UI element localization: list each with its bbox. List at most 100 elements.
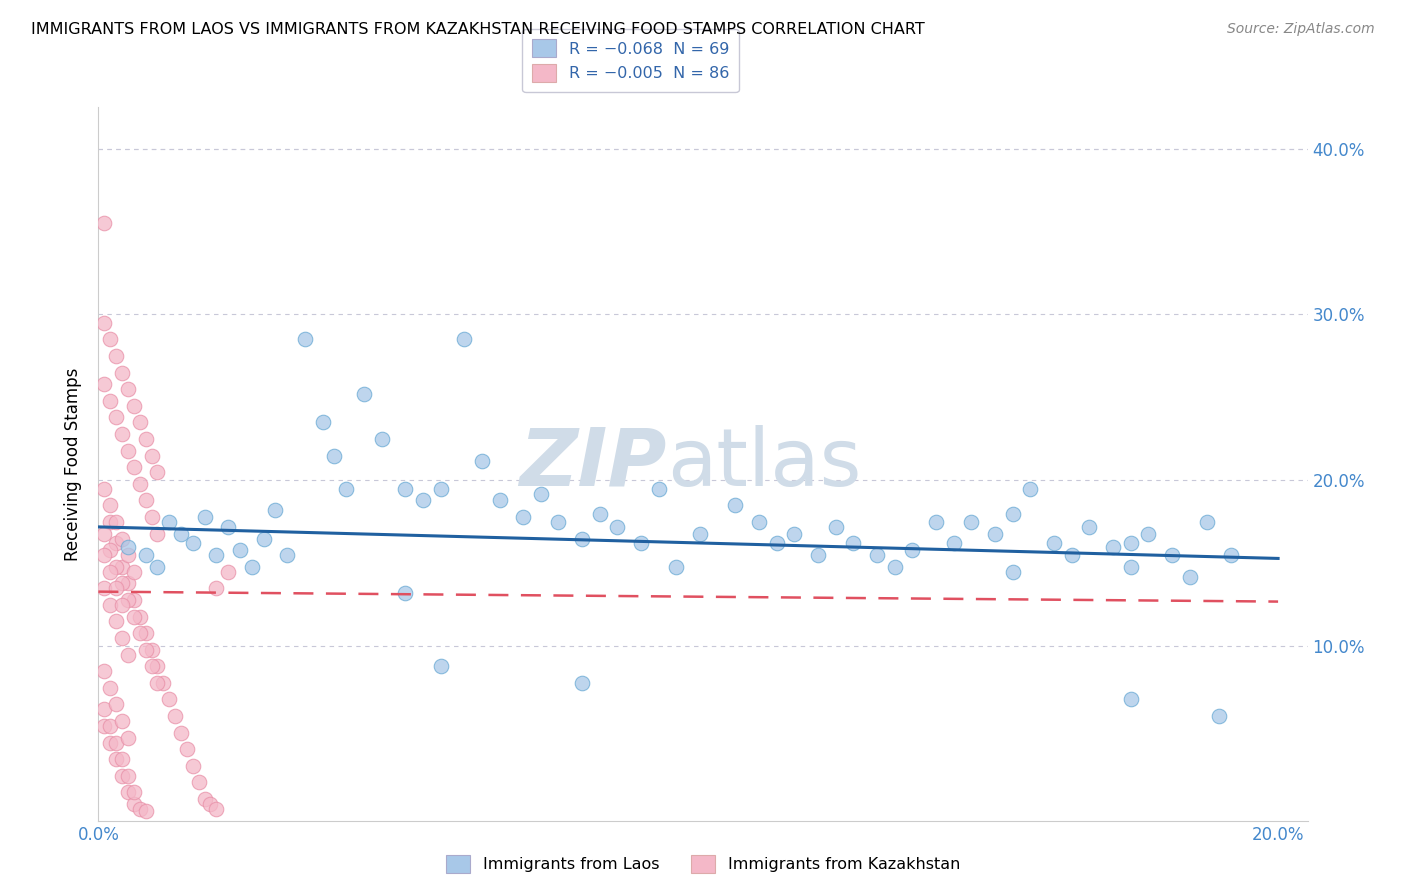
- Point: [122, 399, 145, 413]
- Point: [170, 725, 193, 739]
- Point: [98, 719, 121, 733]
- Point: [122, 609, 145, 624]
- Point: [122, 565, 145, 579]
- Point: [294, 332, 316, 346]
- Point: [807, 548, 830, 562]
- Point: [98, 332, 121, 346]
- Point: [122, 797, 145, 811]
- Point: [157, 515, 180, 529]
- Point: [512, 510, 534, 524]
- Point: [111, 752, 134, 766]
- Point: [229, 543, 252, 558]
- Point: [205, 548, 228, 562]
- Point: [866, 548, 889, 562]
- Point: [176, 742, 198, 756]
- Point: [117, 731, 139, 745]
- Point: [648, 482, 671, 496]
- Point: [181, 759, 204, 773]
- Point: [135, 548, 157, 562]
- Point: [335, 482, 357, 496]
- Point: [111, 366, 134, 380]
- Point: [571, 532, 593, 546]
- Point: [141, 449, 163, 463]
- Point: [1119, 692, 1142, 706]
- Point: [883, 559, 905, 574]
- Point: [117, 648, 139, 662]
- Point: [93, 482, 115, 496]
- Point: [665, 559, 688, 574]
- Point: [181, 536, 204, 550]
- Point: [187, 775, 209, 789]
- Point: [98, 543, 121, 558]
- Point: [146, 465, 169, 479]
- Point: [98, 565, 121, 579]
- Point: [960, 515, 983, 529]
- Point: [146, 526, 169, 541]
- Point: [141, 510, 163, 524]
- Point: [1219, 548, 1241, 562]
- Point: [105, 349, 128, 363]
- Point: [530, 486, 553, 500]
- Point: [170, 526, 193, 541]
- Point: [93, 316, 115, 330]
- Point: [128, 415, 150, 429]
- Point: [689, 526, 711, 541]
- Point: [98, 736, 121, 750]
- Point: [1137, 526, 1160, 541]
- Point: [128, 609, 150, 624]
- Point: [111, 631, 134, 645]
- Text: IMMIGRANTS FROM LAOS VS IMMIGRANTS FROM KAZAKHSTAN RECEIVING FOOD STAMPS CORRELA: IMMIGRANTS FROM LAOS VS IMMIGRANTS FROM …: [31, 22, 925, 37]
- Point: [194, 510, 217, 524]
- Point: [105, 536, 128, 550]
- Point: [105, 515, 128, 529]
- Point: [117, 382, 139, 396]
- Point: [1119, 559, 1142, 574]
- Point: [111, 714, 134, 728]
- Point: [117, 548, 139, 562]
- Point: [630, 536, 652, 550]
- Point: [589, 507, 612, 521]
- Point: [453, 332, 475, 346]
- Point: [1078, 520, 1101, 534]
- Point: [93, 665, 115, 679]
- Point: [98, 393, 121, 408]
- Point: [105, 752, 128, 766]
- Point: [323, 449, 346, 463]
- Point: [146, 676, 169, 690]
- Y-axis label: Receiving Food Stamps: Receiving Food Stamps: [65, 368, 83, 560]
- Point: [276, 548, 298, 562]
- Point: [571, 676, 593, 690]
- Point: [547, 515, 569, 529]
- Point: [98, 515, 121, 529]
- Point: [111, 598, 134, 612]
- Point: [111, 532, 134, 546]
- Point: [1197, 515, 1219, 529]
- Point: [93, 216, 115, 230]
- Point: [93, 582, 115, 596]
- Point: [1119, 536, 1142, 550]
- Point: [117, 593, 139, 607]
- Point: [111, 576, 134, 591]
- Point: [429, 659, 451, 673]
- Point: [135, 804, 157, 818]
- Text: ZIP: ZIP: [519, 425, 666, 503]
- Point: [98, 681, 121, 695]
- Point: [165, 709, 187, 723]
- Point: [105, 559, 128, 574]
- Point: [135, 493, 157, 508]
- Legend: R = −0.068  N = 69, R = −0.005  N = 86: R = −0.068 N = 69, R = −0.005 N = 86: [522, 29, 738, 92]
- Point: [925, 515, 948, 529]
- Point: [1001, 565, 1024, 579]
- Point: [370, 432, 392, 446]
- Legend: Immigrants from Laos, Immigrants from Kazakhstan: Immigrants from Laos, Immigrants from Ka…: [440, 848, 966, 880]
- Point: [93, 548, 115, 562]
- Point: [765, 536, 787, 550]
- Point: [842, 536, 865, 550]
- Point: [122, 460, 145, 475]
- Point: [1043, 536, 1066, 550]
- Point: [200, 797, 222, 811]
- Point: [128, 476, 150, 491]
- Point: [146, 559, 169, 574]
- Point: [194, 792, 217, 806]
- Point: [105, 582, 128, 596]
